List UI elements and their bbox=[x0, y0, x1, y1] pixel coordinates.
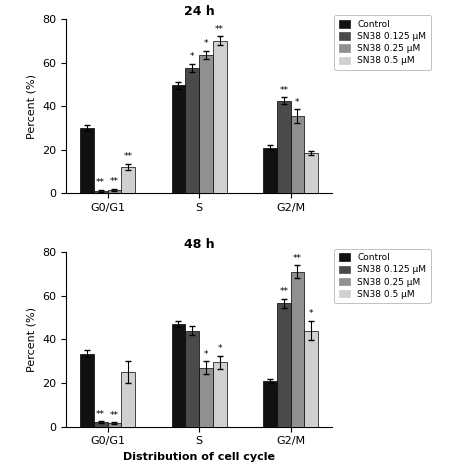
Bar bbox=[94, 422, 108, 427]
Text: *: * bbox=[204, 350, 208, 359]
Text: **: ** bbox=[124, 152, 133, 161]
Bar bbox=[291, 116, 304, 193]
Text: **: ** bbox=[279, 287, 288, 296]
X-axis label: Distribution of cell cycle: Distribution of cell cycle bbox=[123, 452, 275, 462]
Bar bbox=[94, 191, 108, 193]
Bar bbox=[108, 190, 121, 193]
Text: *: * bbox=[218, 344, 222, 353]
Bar bbox=[121, 167, 135, 193]
Bar bbox=[185, 68, 199, 193]
Bar bbox=[291, 272, 304, 427]
Text: **: ** bbox=[110, 177, 119, 186]
Bar bbox=[213, 41, 227, 193]
Legend: Control, SN38 0.125 μM, SN38 0.25 μM, SN38 0.5 μM: Control, SN38 0.125 μM, SN38 0.25 μM, SN… bbox=[335, 16, 430, 70]
Text: **: ** bbox=[293, 254, 302, 263]
Bar bbox=[304, 153, 318, 193]
Bar bbox=[185, 331, 199, 427]
Bar bbox=[172, 324, 185, 427]
Y-axis label: Percent (%): Percent (%) bbox=[27, 307, 37, 372]
Bar bbox=[80, 128, 94, 193]
Text: **: ** bbox=[279, 86, 288, 95]
Text: **: ** bbox=[96, 410, 105, 419]
Bar bbox=[80, 354, 94, 427]
Bar bbox=[108, 423, 121, 427]
Bar bbox=[121, 372, 135, 427]
Y-axis label: Percent (%): Percent (%) bbox=[27, 73, 37, 139]
Legend: Control, SN38 0.125 μM, SN38 0.25 μM, SN38 0.5 μM: Control, SN38 0.125 μM, SN38 0.25 μM, SN… bbox=[335, 249, 430, 303]
Text: *: * bbox=[204, 39, 208, 48]
Bar bbox=[304, 331, 318, 427]
Bar bbox=[263, 381, 277, 427]
Text: **: ** bbox=[215, 25, 224, 34]
Bar bbox=[277, 303, 291, 427]
Bar bbox=[263, 147, 277, 193]
Bar bbox=[172, 85, 185, 193]
Text: *: * bbox=[190, 52, 194, 61]
Title: 24 h: 24 h bbox=[184, 5, 214, 18]
Text: **: ** bbox=[96, 179, 105, 188]
Text: **: ** bbox=[110, 410, 119, 419]
Bar bbox=[199, 55, 213, 193]
Bar bbox=[213, 362, 227, 427]
Bar bbox=[199, 368, 213, 427]
Title: 48 h: 48 h bbox=[184, 238, 214, 251]
Text: *: * bbox=[295, 98, 300, 107]
Text: *: * bbox=[309, 309, 313, 318]
Bar bbox=[277, 100, 291, 193]
